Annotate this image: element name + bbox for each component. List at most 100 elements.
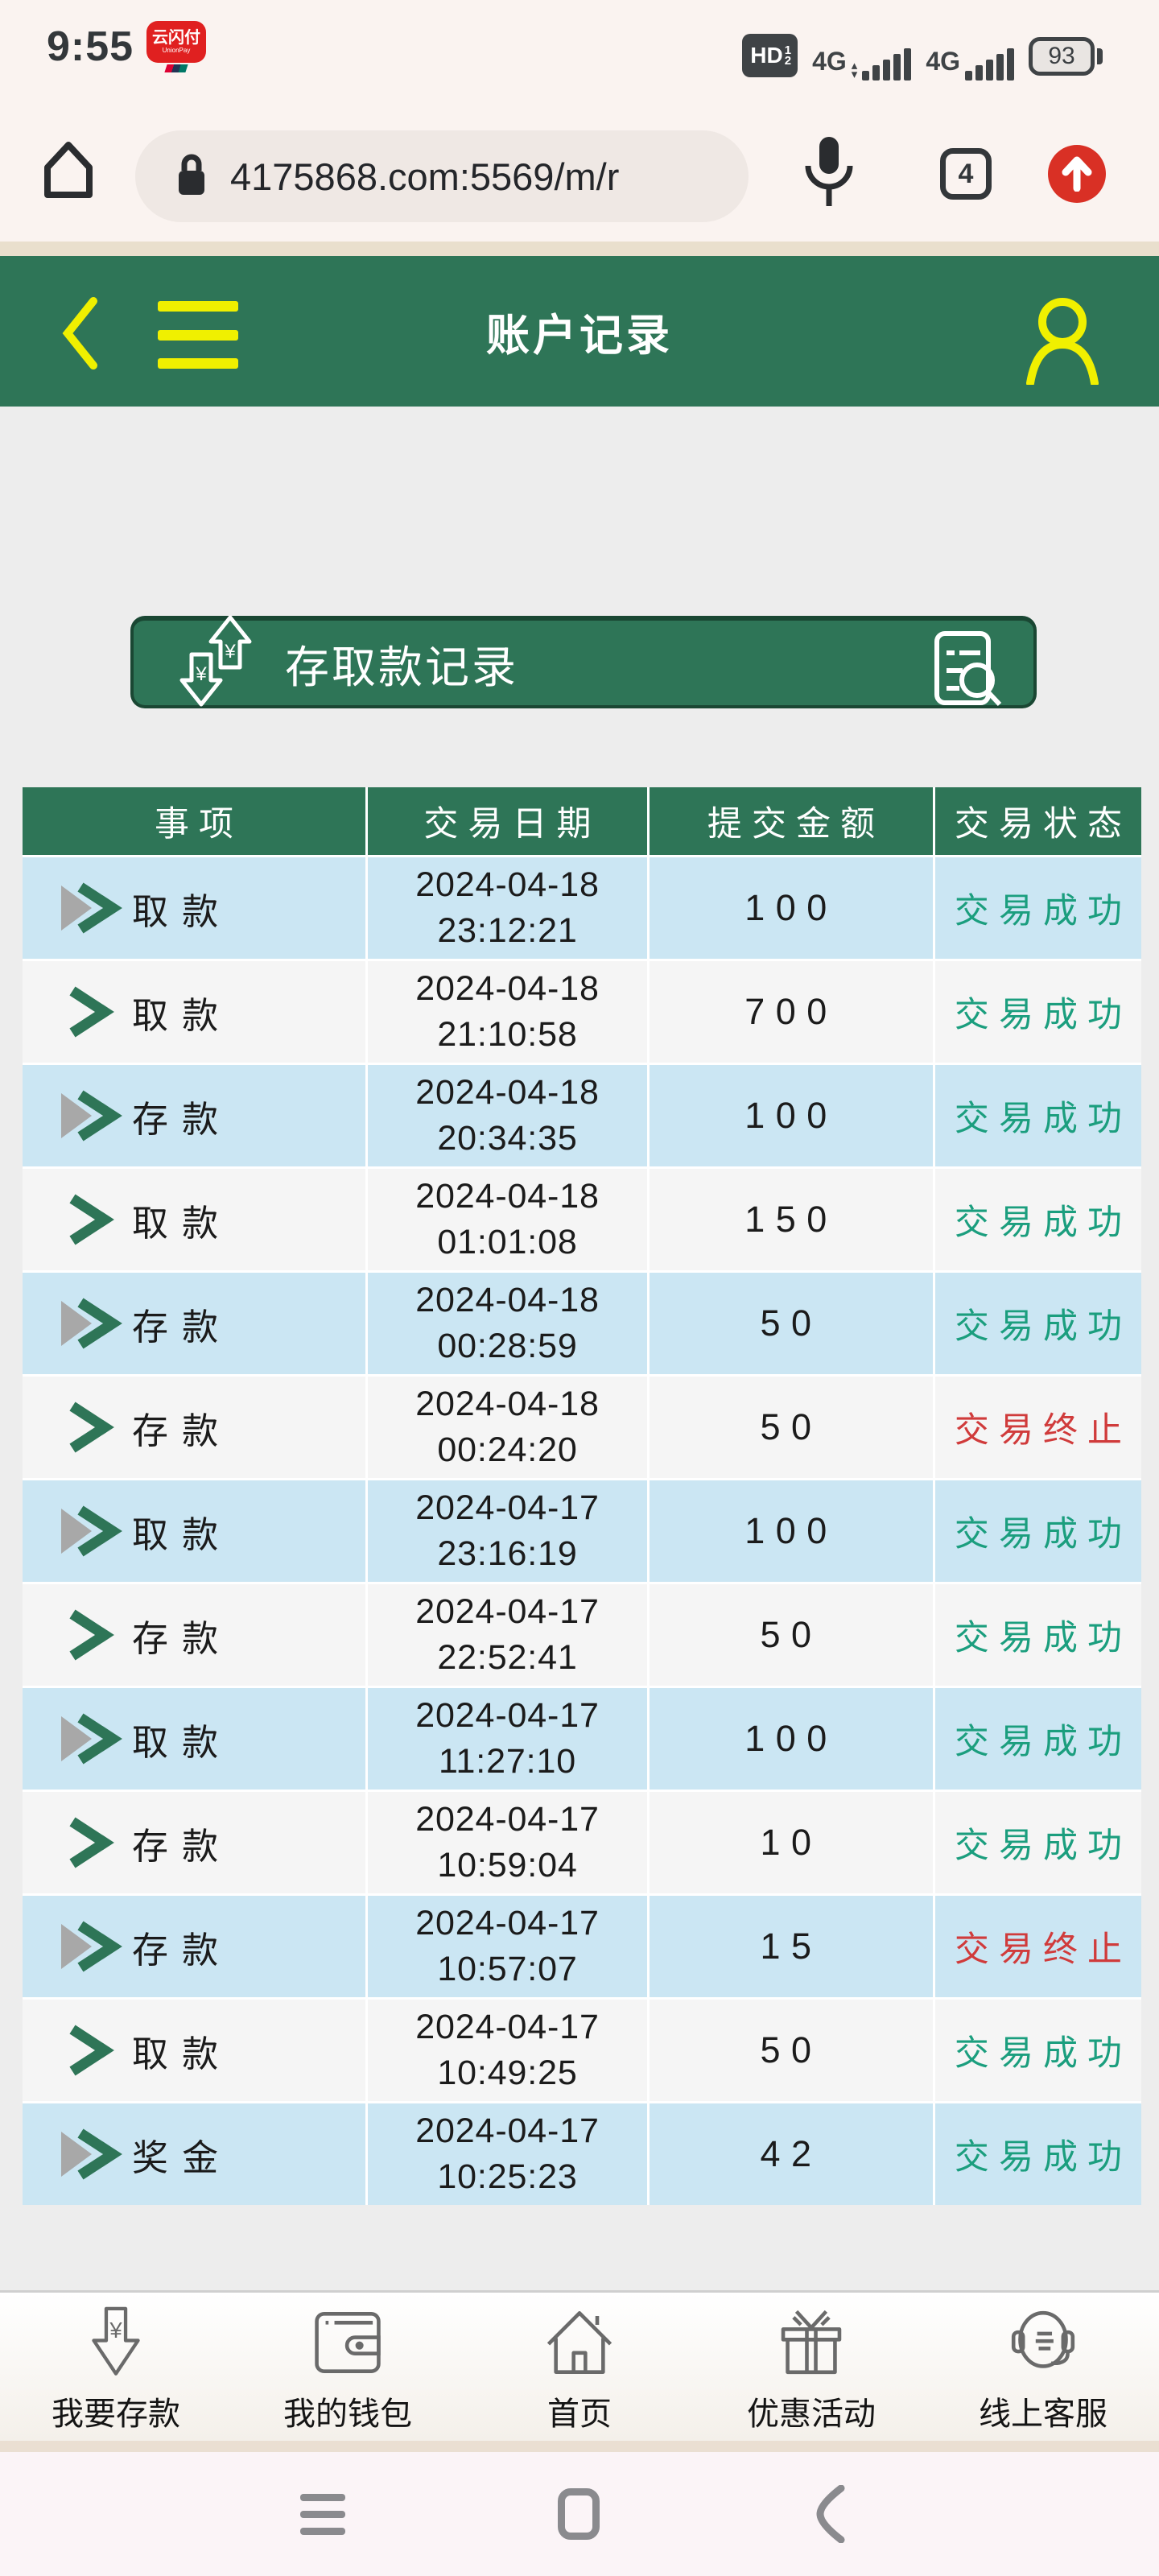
signal-sim1-icon: 4G ▴ ▾	[812, 48, 912, 80]
row-item-cell[interactable]: 奖金	[23, 2103, 365, 2205]
row-status-cell: 交易成功	[935, 1792, 1141, 1893]
browser-home-icon[interactable]	[39, 134, 98, 203]
android-nav-bar	[0, 2452, 1159, 2576]
row-amount-cell: 100	[650, 1065, 933, 1166]
android-recents-button[interactable]	[274, 2452, 371, 2576]
wallet-icon	[311, 2304, 385, 2381]
lock-icon	[174, 151, 209, 202]
row-status-cell: 交易成功	[935, 1688, 1141, 1790]
android-home-button[interactable]	[530, 2452, 627, 2576]
row-date-cell: 2024-04-18 00:24:20	[368, 1377, 647, 1478]
svg-text:¥: ¥	[195, 663, 207, 685]
row-date-cell: 2024-04-18 23:12:21	[368, 857, 647, 959]
row-item-cell[interactable]: 存款	[23, 1065, 365, 1166]
row-expand-icon	[60, 1402, 122, 1453]
row-expand-icon	[60, 2025, 122, 2076]
row-amount-cell: 700	[650, 961, 933, 1063]
row-expand-icon	[60, 1713, 122, 1765]
row-item-label: 存款	[132, 1098, 233, 1140]
row-amount-cell: 50	[650, 1377, 933, 1478]
deposit-arrow-icon: ¥	[81, 2304, 151, 2381]
search-records-icon[interactable]	[930, 629, 1003, 713]
row-item-cell[interactable]: 存款	[23, 1377, 365, 1478]
row-amount-cell: 100	[650, 857, 933, 959]
row-expand-icon	[60, 1298, 122, 1349]
row-expand-icon	[60, 1505, 122, 1557]
bottom-navigation: ¥ 我要存款 我的钱包 首页 优惠活动 线上客服	[0, 2290, 1159, 2441]
row-item-cell[interactable]: 取款	[23, 2000, 365, 2101]
row-item-label: 存款	[132, 1306, 233, 1348]
row-expand-icon	[60, 1921, 122, 1972]
row-date-cell: 2024-04-17 22:52:41	[368, 1584, 647, 1686]
browser-toolbar: 4175868.com:5569/m/r 4	[0, 113, 1159, 242]
row-date-cell: 2024-04-18 00:28:59	[368, 1273, 647, 1374]
page-title: 账户记录	[486, 312, 673, 360]
col-header-status: 交易状态	[935, 787, 1141, 855]
row-amount-cell: 10	[650, 1792, 933, 1893]
nav-item-deposit[interactable]: ¥ 我要存款	[0, 2293, 232, 2441]
row-item-cell[interactable]: 取款	[23, 857, 365, 959]
row-amount-cell: 15	[650, 1896, 933, 1997]
hamburger-menu-icon[interactable]	[158, 301, 238, 369]
nav-item-support[interactable]: 线上客服	[927, 2293, 1159, 2441]
row-amount-cell: 50	[650, 1273, 933, 1374]
back-icon[interactable]	[58, 296, 106, 370]
col-header-amount: 提交金额	[650, 787, 933, 855]
android-back-button[interactable]	[782, 2452, 878, 2576]
row-expand-icon	[60, 986, 122, 1038]
row-expand-icon	[60, 1817, 122, 1868]
row-amount-cell: 100	[650, 1688, 933, 1790]
home-icon	[542, 2304, 617, 2381]
row-item-label: 存款	[132, 1825, 233, 1867]
row-amount-cell: 42	[650, 2103, 933, 2205]
row-item-label: 取款	[132, 1202, 233, 1244]
row-item-cell[interactable]: 取款	[23, 961, 365, 1063]
row-item-label: 取款	[132, 1721, 233, 1763]
row-item-label: 存款	[132, 1929, 233, 1971]
nav-item-home[interactable]: 首页	[464, 2293, 695, 2441]
page-top-strip	[0, 242, 1159, 256]
row-item-label: 取款	[132, 994, 233, 1036]
row-item-label: 取款	[132, 2033, 233, 2074]
svg-text:¥: ¥	[109, 2318, 122, 2343]
row-date-cell: 2024-04-18 20:34:35	[368, 1065, 647, 1166]
url-bar[interactable]: 4175868.com:5569/m/r	[135, 130, 749, 222]
col-header-date: 交易日期	[368, 787, 647, 855]
browser-update-icon[interactable]	[1048, 145, 1106, 203]
nav-item-promotions[interactable]: 优惠活动	[695, 2293, 927, 2441]
transactions-table: 事项 交易日期 提交金额 交易状态 取款 2024-04-18 23:12:21 …	[23, 787, 1141, 2205]
row-expand-icon	[60, 882, 122, 934]
row-status-cell: 交易成功	[935, 1065, 1141, 1166]
row-amount-cell: 100	[650, 1480, 933, 1582]
row-status-cell: 交易成功	[935, 2103, 1141, 2205]
gift-icon	[774, 2304, 848, 2381]
row-expand-icon	[60, 1609, 122, 1661]
unionpay-notification-icon: 云闪付 UnionPay	[146, 21, 206, 72]
profile-icon[interactable]	[1022, 295, 1103, 387]
row-item-cell[interactable]: 存款	[23, 1896, 365, 1997]
row-status-cell: 交易成功	[935, 1169, 1141, 1270]
row-item-cell[interactable]: 取款	[23, 1169, 365, 1270]
page-content: ¥ ¥ 存取款记录 事项	[0, 407, 1159, 2290]
row-status-cell: 交易终止	[935, 1377, 1141, 1478]
row-item-cell[interactable]: 存款	[23, 1584, 365, 1686]
row-item-cell[interactable]: 存款	[23, 1792, 365, 1893]
records-section-header: ¥ ¥ 存取款记录	[130, 615, 1037, 708]
row-item-label: 取款	[132, 890, 233, 932]
row-item-cell[interactable]: 取款	[23, 1688, 365, 1790]
row-status-cell: 交易成功	[935, 2000, 1141, 2101]
microphone-icon[interactable]	[802, 135, 856, 219]
row-item-cell[interactable]: 取款	[23, 1480, 365, 1582]
tab-switcher-button[interactable]: 4	[940, 148, 992, 200]
row-status-cell: 交易终止	[935, 1896, 1141, 1997]
nav-separator-strip	[0, 2441, 1159, 2452]
row-date-cell: 2024-04-18 01:01:08	[368, 1169, 647, 1270]
row-item-cell[interactable]: 存款	[23, 1273, 365, 1374]
row-amount-cell: 50	[650, 2000, 933, 2101]
nav-item-wallet[interactable]: 我的钱包	[232, 2293, 464, 2441]
row-status-cell: 交易成功	[935, 1480, 1141, 1582]
row-item-label: 存款	[132, 1410, 233, 1451]
row-item-label: 取款	[132, 1513, 233, 1555]
